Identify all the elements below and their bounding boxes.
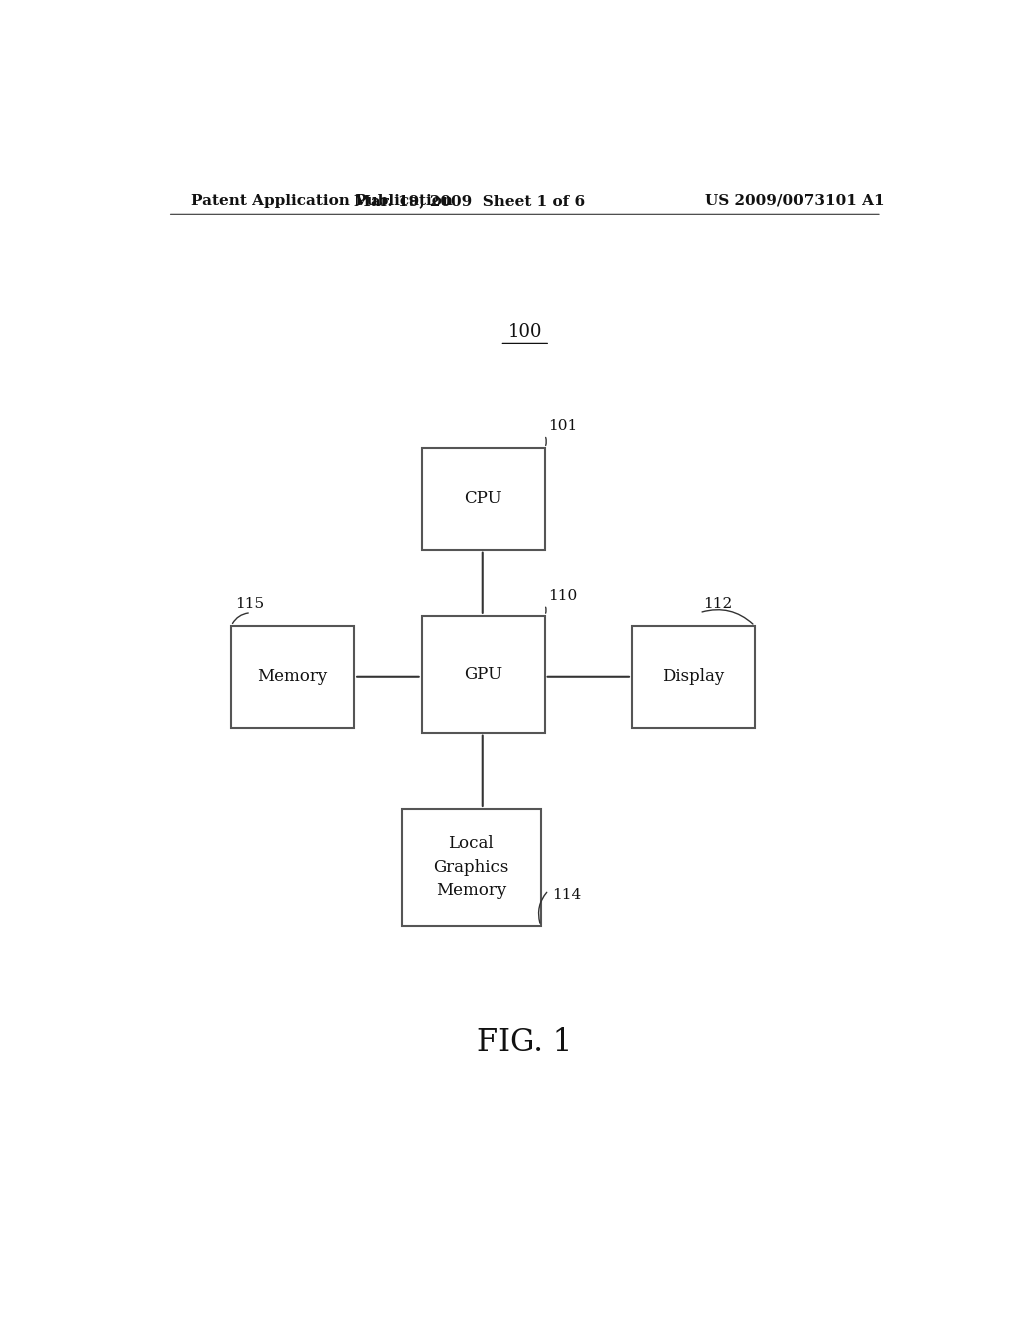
Text: 115: 115 [236,597,264,611]
Bar [422,615,545,733]
Text: 101: 101 [549,418,578,433]
Text: 112: 112 [703,597,732,611]
Bar [632,626,755,727]
Text: Patent Application Publication: Patent Application Publication [191,194,454,209]
Text: Display: Display [663,668,725,685]
Text: CPU: CPU [464,491,502,507]
Text: Local
Graphics
Memory: Local Graphics Memory [433,836,509,899]
Bar [231,626,354,727]
Text: GPU: GPU [464,665,502,682]
Text: US 2009/0073101 A1: US 2009/0073101 A1 [705,194,885,209]
Text: 114: 114 [553,888,582,903]
Text: Mar. 19, 2009  Sheet 1 of 6: Mar. 19, 2009 Sheet 1 of 6 [353,194,585,209]
Text: Memory: Memory [258,668,328,685]
Text: 100: 100 [508,323,542,342]
Bar [401,809,541,925]
Text: FIG. 1: FIG. 1 [477,1027,572,1059]
Bar [422,447,545,549]
Text: 110: 110 [549,589,578,602]
